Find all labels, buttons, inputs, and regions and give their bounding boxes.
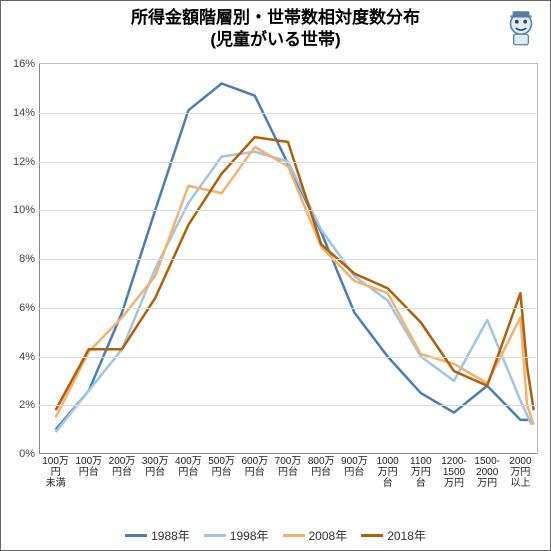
series-line <box>56 147 534 425</box>
x-tick-label: 300万円台 <box>138 454 172 478</box>
x-tick-label: 1500-2000万円 <box>470 454 504 489</box>
legend-label: 2008年 <box>309 527 348 544</box>
x-tick-label: 2000万円以上 <box>503 454 537 489</box>
x-tick-label: 100万円未満 <box>39 454 73 489</box>
x-tick-label: 700万円台 <box>271 454 305 478</box>
gridline <box>39 210 537 211</box>
legend-label: 2018年 <box>387 527 426 544</box>
legend-swatch <box>204 534 226 537</box>
title-line-2: (児童がいる世帯) <box>210 30 340 49</box>
y-tick-label: 0% <box>19 448 39 460</box>
plot-area: 0%2%4%6%8%10%12%14%16%100万円未満100万円台200万円… <box>39 63 538 454</box>
y-tick-label: 16% <box>13 58 39 70</box>
y-tick-label: 14% <box>13 107 39 119</box>
mascot-icon <box>500 7 542 49</box>
legend-swatch <box>125 534 147 537</box>
legend-swatch <box>361 534 383 537</box>
legend-item: 1998年 <box>204 527 269 544</box>
y-tick-label: 12% <box>13 156 39 168</box>
y-tick-label: 2% <box>19 399 39 411</box>
x-tick-label: 1100万円台 <box>404 454 438 489</box>
chart-title: 所得金額階層別・世帯数相対度数分布 (児童がいる世帯) <box>1 1 550 51</box>
x-tick-label: 100万円台 <box>72 454 106 478</box>
series-line <box>56 84 532 430</box>
x-tick-label: 800万円台 <box>304 454 338 478</box>
chart-container: 所得金額階層別・世帯数相対度数分布 (児童がいる世帯) 0%2%4%6%8%10… <box>0 0 551 551</box>
title-line-1: 所得金額階層別・世帯数相対度数分布 <box>131 8 420 27</box>
legend-item: 1988年 <box>125 527 190 544</box>
gridline <box>39 259 537 260</box>
gridline <box>39 162 537 163</box>
x-tick-label: 500万円台 <box>205 454 239 478</box>
legend-label: 1998年 <box>230 527 269 544</box>
x-tick-label: 200万円台 <box>105 454 139 478</box>
legend-label: 1988年 <box>151 527 190 544</box>
x-tick-label: 1200-1500万円 <box>437 454 471 489</box>
gridline <box>39 308 537 309</box>
y-tick-label: 6% <box>19 302 39 314</box>
x-tick-label: 600万円台 <box>238 454 272 478</box>
series-line <box>56 152 532 432</box>
legend: 1988年 1998年 2008年 2018年 <box>1 527 550 544</box>
x-tick-label: 400万円台 <box>171 454 205 478</box>
legend-item: 2008年 <box>283 527 348 544</box>
gridline <box>39 113 537 114</box>
y-tick-label: 10% <box>13 204 39 216</box>
gridline <box>39 357 537 358</box>
legend-swatch <box>283 534 305 537</box>
y-tick-label: 8% <box>19 253 39 265</box>
legend-item: 2018年 <box>361 527 426 544</box>
y-tick-label: 4% <box>19 351 39 363</box>
x-tick-label: 900万円台 <box>337 454 371 478</box>
gridline <box>39 405 537 406</box>
x-tick-label: 1000万円台 <box>371 454 405 489</box>
